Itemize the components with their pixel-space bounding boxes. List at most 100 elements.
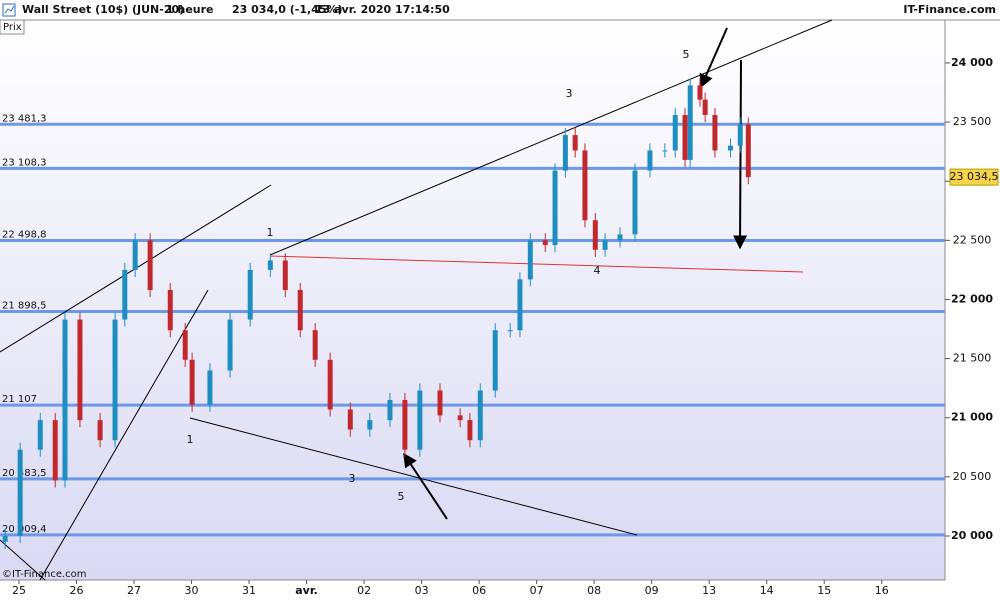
- candle-body: [632, 170, 638, 235]
- candle-body: [687, 85, 693, 160]
- trend-line: [39, 289, 209, 581]
- candle-body: [477, 390, 483, 441]
- candle-body: [77, 319, 83, 421]
- candle-body: [517, 279, 523, 331]
- trend-line: [0, 539, 46, 581]
- candle-body: [542, 240, 548, 246]
- x-tick-label: 09: [645, 584, 659, 597]
- trend-line: [269, 19, 833, 256]
- candle-body: [367, 420, 373, 430]
- y-tick-label: 22 500: [953, 233, 992, 246]
- y-axis-label: Prix: [3, 22, 22, 33]
- candle-body: [507, 330, 513, 332]
- candle-body: [182, 330, 188, 360]
- x-tick-label: 13: [702, 584, 716, 597]
- candle-body: [347, 409, 353, 430]
- candle-body: [457, 415, 463, 421]
- trend-line: [189, 417, 638, 536]
- quote: 23 034,0 (-1,45%): [232, 3, 343, 16]
- x-tick-label: 02: [357, 584, 371, 597]
- x-tick-label: 16: [875, 584, 889, 597]
- candle-body: [2, 536, 8, 542]
- candle-body: [437, 390, 443, 416]
- candle-body: [697, 85, 703, 100]
- plot-area: [0, 20, 945, 580]
- trend-line: [269, 255, 804, 273]
- candle-body: [297, 290, 303, 331]
- wave-label: 3: [349, 472, 356, 485]
- arrow: [733, 59, 748, 250]
- candle-body: [267, 260, 273, 270]
- y-tick-label: 20 000: [951, 529, 993, 542]
- candle-body: [402, 399, 408, 450]
- candle-body: [647, 150, 653, 171]
- candle-body: [592, 220, 598, 250]
- y-tick-label: 22 000: [951, 292, 993, 305]
- candle-body: [327, 359, 333, 410]
- wave-label: 1: [187, 433, 194, 446]
- candle-body: [417, 390, 423, 450]
- wave-label: 4: [594, 264, 601, 277]
- interval: 1 heure: [166, 3, 214, 16]
- arrow: [403, 452, 448, 520]
- candle-body: [122, 269, 128, 320]
- x-tick-label: 14: [760, 584, 774, 597]
- x-tick-label: 26: [69, 584, 83, 597]
- candle-body: [572, 135, 578, 151]
- candle-body: [17, 449, 23, 537]
- y-tick-label: 21 000: [951, 411, 993, 424]
- candle-body: [112, 319, 118, 441]
- candle-body: [52, 420, 58, 481]
- level-label: 20 009,4: [2, 524, 47, 535]
- x-tick-label: avr.: [295, 584, 318, 597]
- level-label: 23 481,3: [2, 113, 47, 124]
- x-tick-label: 31: [242, 584, 256, 597]
- arrow: [699, 27, 728, 89]
- x-tick-label: 25: [12, 584, 26, 597]
- last-price-label: 23 034,5: [950, 170, 999, 183]
- x-tick-label: 06: [472, 584, 486, 597]
- candle-body: [132, 240, 138, 270]
- candle-body: [527, 240, 533, 280]
- candle-body: [662, 150, 668, 152]
- candle-body: [492, 330, 498, 391]
- source: IT-Finance.com: [903, 3, 996, 16]
- candle-body: [97, 420, 103, 441]
- candle-body: [37, 420, 43, 450]
- wave-label: 3: [566, 87, 573, 100]
- candle-body: [602, 240, 608, 250]
- candle-body: [562, 135, 568, 171]
- logo-icon: [2, 3, 16, 17]
- y-tick-label: 23 500: [953, 115, 992, 128]
- candle-body: [737, 124, 743, 146]
- candle-body: [282, 260, 288, 291]
- candle-body: [727, 145, 733, 151]
- candle-body: [62, 319, 68, 481]
- candle-body: [312, 330, 318, 360]
- candle-body: [672, 114, 678, 151]
- y-tick-label: 24 000: [951, 56, 993, 69]
- chart-title: Wall Street (10$) (JUN-20): [22, 3, 184, 16]
- timestamp: 13 avr. 2020 17:14:50: [315, 3, 450, 16]
- level-label: 21 107: [2, 394, 37, 405]
- level-label: 21 898,5: [2, 300, 47, 311]
- candle-body: [702, 99, 708, 115]
- level-label: 22 498,8: [2, 229, 47, 240]
- level-label: 23 108,3: [2, 157, 47, 168]
- candle-body: [227, 319, 233, 371]
- wave-label: 1: [267, 226, 274, 239]
- x-tick-label: 08: [587, 584, 601, 597]
- candle-body: [189, 359, 195, 405]
- candle-body: [147, 240, 153, 291]
- level-label: 20 483,5: [2, 468, 47, 479]
- candle-body: [617, 234, 623, 241]
- candle-body: [552, 170, 558, 246]
- candle-body: [207, 370, 213, 405]
- x-tick-label: 07: [530, 584, 544, 597]
- y-tick-label: 20 500: [953, 470, 992, 483]
- candle-body: [745, 124, 751, 178]
- candle-body: [712, 114, 718, 151]
- wave-label: 5: [398, 490, 405, 503]
- y-axis-label-box: [0, 19, 25, 35]
